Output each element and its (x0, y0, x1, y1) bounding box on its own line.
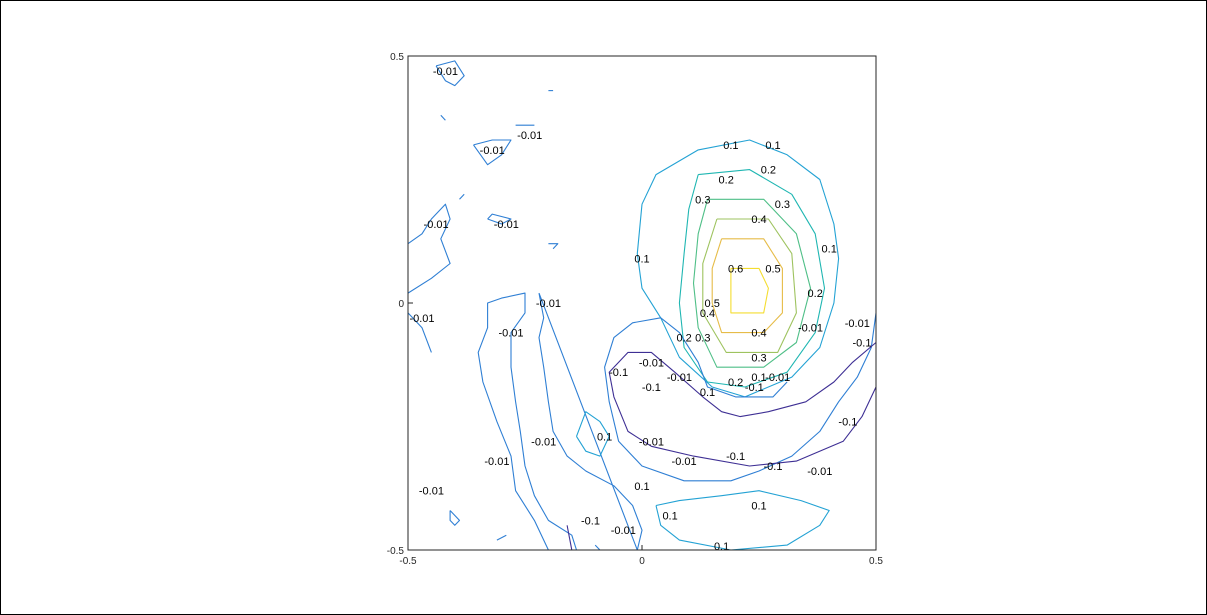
contour-line-level-neg0p01 (459, 193, 465, 200)
contour-label: 0.1 (751, 372, 766, 384)
contour-label: 0.1 (751, 501, 766, 513)
x-tick-label: 0 (639, 556, 645, 567)
contour-line-level-neg0p01 (604, 312, 877, 482)
contour-labels: -0.01-0.01-0.01-0.01 -0.01-0.01-0.01-0.01… (409, 66, 871, 553)
contour-line-level-neg0p01 (473, 139, 512, 166)
contour-label: -0.01 (433, 66, 458, 78)
contour-line-level-0p2 (678, 169, 826, 388)
contour-label: -0.01 (531, 436, 556, 448)
y-tick-label: 0.5 (390, 52, 404, 63)
contour-line-level-0p1 (575, 411, 610, 457)
contour-label: 0.3 (695, 333, 710, 345)
contour-line-level-neg0p01 (538, 292, 643, 551)
contour-line-level-0p1 (636, 139, 840, 398)
contour-lines (407, 60, 877, 551)
contour-label: -0.1 (764, 461, 783, 473)
contour-line-level-neg0p01 (440, 114, 446, 121)
contour-label: 0.1 (822, 244, 837, 256)
axes-box (407, 55, 877, 551)
contour-label: 0.5 (705, 298, 720, 310)
x-axis: -0.5 0 0.5 (399, 545, 883, 567)
contour-label: 0.2 (808, 288, 823, 300)
contour-label: -0.01 (639, 436, 664, 448)
contour-line-level-neg0p01 (407, 312, 432, 353)
contour-label: 0.4 (700, 308, 715, 320)
y-axis: 0.5 0 -0.5 (387, 52, 413, 557)
contour-label: 0.6 (728, 263, 743, 275)
contour-label: -0.01 (517, 130, 542, 142)
contour-label: 0.3 (775, 199, 790, 211)
contour-line-level-0p4 (702, 218, 797, 353)
contour-label: -0.01 (494, 219, 519, 231)
contour-label: -0.1 (609, 367, 628, 379)
contour-label: 0.1 (700, 387, 715, 399)
contour-label: 0.3 (695, 194, 710, 206)
contour-line-level-0p3 (692, 198, 812, 368)
contour-label: -0.01 (480, 145, 505, 157)
x-tick-label: 0.5 (869, 556, 883, 567)
contour-label: 0.2 (719, 175, 734, 187)
contour-line-level-neg0p01 (449, 510, 461, 526)
contour-label: -0.01 (611, 525, 636, 537)
contour-label: -0.1 (726, 451, 745, 463)
contour-label: -0.01 (798, 323, 823, 335)
contour-line-level-neg0p01 (496, 534, 507, 541)
contour-label: -0.01 (419, 486, 444, 498)
contour-line-level-0p5 (711, 238, 783, 334)
contour-label: -0.01 (536, 298, 561, 310)
contour-label: 0.1 (597, 431, 612, 443)
contour-label: -0.1 (838, 417, 857, 429)
contour-label: -0.01 (409, 313, 434, 325)
contour-label: -0.01 (807, 466, 832, 478)
contour-label: -0.01 (672, 456, 697, 468)
contour-label: -0.01 (484, 456, 509, 468)
contour-label: 0.1 (723, 140, 738, 152)
contour-label: 0.1 (714, 541, 729, 553)
contour-label: -0.01 (845, 318, 870, 330)
contour-label: 0.3 (751, 352, 766, 364)
contour-label: -0.1 (853, 338, 872, 350)
contour-label: 0.1 (634, 481, 649, 493)
contour-label: -0.01 (424, 219, 449, 231)
contour-label: 0.1 (765, 140, 780, 152)
contour-line-level-0p6 (730, 267, 769, 314)
contour-label: -0.01 (498, 328, 523, 340)
contour-line-level-neg0p01 (435, 60, 465, 87)
contour-label: -0.1 (745, 382, 764, 394)
x-tick-label: -0.5 (399, 556, 417, 567)
contour-line-level-neg0p01 (407, 203, 451, 294)
contour-line-level-neg0p01 (477, 292, 578, 551)
contour-line-level-neg0p01 (487, 213, 512, 225)
contour-label: 0.2 (761, 165, 776, 177)
contour-label: 0.4 (751, 214, 766, 226)
contour-label: 0.2 (728, 377, 743, 389)
contour-line-level-neg0p01 (548, 243, 559, 250)
contour-label: 0.5 (765, 263, 780, 275)
contour-label: -0.01 (765, 372, 790, 384)
contour-line-level-0p1 (655, 490, 830, 551)
contour-line-level-neg0p01 (594, 544, 601, 551)
contour-label: -0.01 (667, 372, 692, 384)
y-tick-label: 0 (398, 299, 404, 310)
contour-label: 0.1 (662, 510, 677, 522)
contour-line-level-neg0p1 (608, 342, 877, 467)
contour-label: -0.1 (581, 515, 600, 527)
contour-label: -0.1 (642, 382, 661, 394)
contour-label: -0.01 (639, 357, 664, 369)
contour-label: 0.1 (634, 254, 649, 266)
y-tick-label: -0.5 (387, 546, 405, 557)
contour-label: 0.2 (676, 333, 691, 345)
contour-label: 0.4 (751, 328, 766, 340)
contour-line-level-neg0p1 (566, 525, 573, 551)
